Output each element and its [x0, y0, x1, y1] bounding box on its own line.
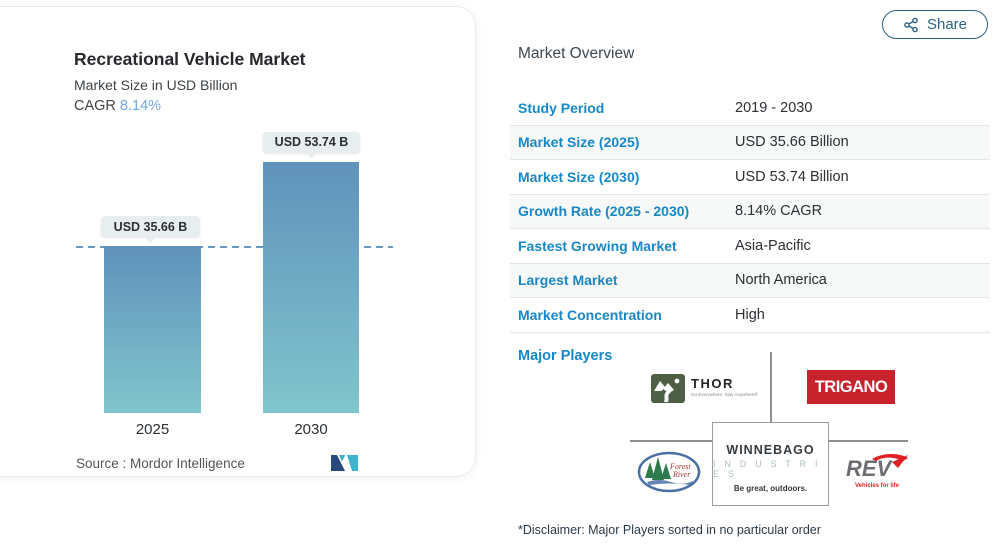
svg-text:REV: REV [846, 456, 894, 480]
winnebago-logo: WINNEBAGO I N D U S T R I E S Be great, … [712, 422, 829, 506]
svg-text:Forest: Forest [669, 462, 691, 471]
rev-tagline: Vehicles for life [854, 483, 900, 489]
tooltip-pointer [144, 237, 157, 244]
source-text: Source : Mordor Intelligence [76, 456, 245, 471]
table-row: Market Size (2025) USD 35.66 Billion [510, 125, 990, 160]
row-label: Study Period [518, 99, 605, 116]
trigano-name: TRIGANO [814, 377, 888, 396]
value-label-2030: USD 53.74 B [263, 131, 360, 159]
major-players-label: Major Players [518, 348, 613, 364]
table-row: Fastest Growing Market Asia-Pacific [510, 229, 990, 264]
value-label-2030-text: USD 53.74 B [274, 135, 349, 149]
row-value: 2019 - 2030 [735, 99, 813, 116]
row-label: Fastest Growing Market [518, 237, 677, 254]
tooltip-pointer [305, 152, 318, 159]
table-row: Largest Market North America [510, 263, 990, 298]
winnebago-industries: I N D U S T R I E S [713, 459, 821, 479]
chart-subtitle: Market Size in USD Billion [74, 77, 238, 93]
value-label-2025: USD 35.66 B [101, 216, 200, 244]
thor-logo: THOR Go Everywhere, Stay Anywhere® [651, 374, 758, 403]
rev-wordmark: REV [846, 454, 908, 481]
row-value: 8.14% CAGR [735, 203, 823, 220]
row-value: USD 53.74 Billion [735, 168, 849, 185]
row-value: USD 35.66 Billion [735, 134, 849, 151]
rev-logo: REV Vehicles for life [842, 452, 912, 489]
row-label: Market Size (2030) [518, 168, 640, 185]
forest-river-logo: Forest River [637, 451, 701, 493]
table-row: Market Concentration High [510, 298, 990, 333]
chart-title: Recreational Vehicle Market [74, 49, 306, 69]
share-button[interactable]: Share [882, 10, 988, 39]
share-icon [904, 17, 918, 32]
reference-dashed-line [76, 246, 393, 249]
trigano-logo: TRIGANO [807, 370, 895, 404]
bar-2025 [104, 246, 201, 413]
row-value: High [735, 306, 765, 323]
overview-table: Study Period 2019 - 2030 Market Size (20… [510, 91, 990, 333]
share-button-label: Share [926, 16, 968, 33]
row-label: Growth Rate (2025 - 2030) [518, 203, 690, 220]
row-value: Asia-Pacific [735, 237, 811, 254]
row-label: Market Concentration [518, 306, 662, 323]
winnebago-name: WINNEBAGO [726, 443, 815, 457]
cagr-label: CAGR [74, 98, 116, 114]
x-axis-label-2025: 2025 [135, 421, 170, 438]
table-row: Growth Rate (2025 - 2030) 8.14% CAGR [510, 194, 990, 229]
thor-mountain-icon [651, 374, 685, 403]
diagram-vertical-line [770, 352, 772, 423]
mordor-intelligence-logo [331, 455, 358, 471]
row-value: North America [735, 272, 827, 289]
row-label: Largest Market [518, 272, 618, 289]
bar-2030 [263, 161, 359, 413]
thor-name: THOR [691, 376, 734, 391]
section-title: Market Overview [518, 45, 635, 62]
x-axis-label-2030: 2030 [294, 421, 328, 438]
value-label-2025-text: USD 35.66 B [113, 219, 188, 234]
disclaimer-text: *Disclaimer: Major Players sorted in no … [518, 523, 821, 537]
table-row: Study Period 2019 - 2030 [510, 91, 990, 126]
row-label: Market Size (2025) [518, 134, 640, 151]
thor-tagline: Go Everywhere, Stay Anywhere® [691, 392, 758, 397]
table-row: Market Size (2030) USD 53.74 Billion [510, 160, 990, 195]
svg-text:River: River [672, 470, 691, 479]
winnebago-tagline: Be great, outdoors. [733, 484, 808, 493]
cagr-value: 8.14% [119, 98, 162, 114]
cagr-line: CAGR 8.14% [74, 98, 161, 114]
chart-card: Recreational Vehicle Market Market Size … [0, 6, 476, 477]
